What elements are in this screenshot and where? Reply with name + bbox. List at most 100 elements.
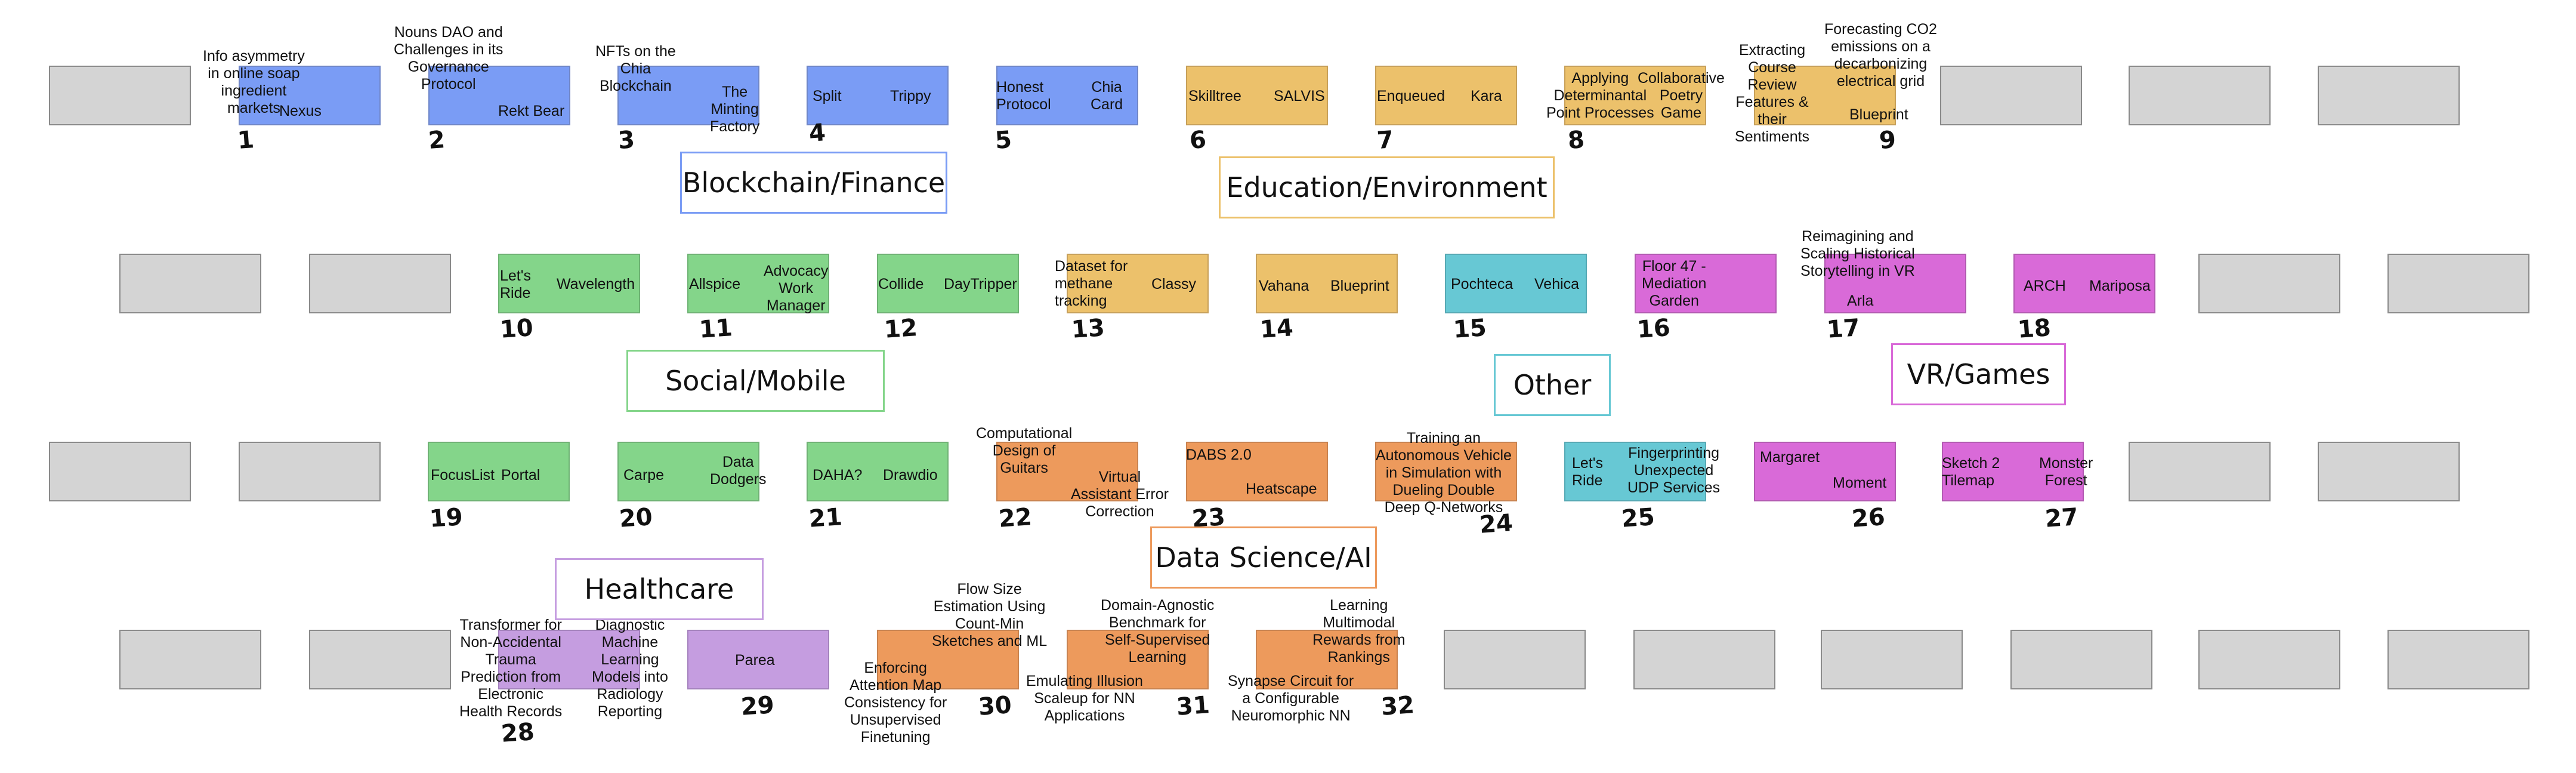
project-title: Transformer for Non-Accidental Trauma Pr… (459, 617, 563, 720)
project-card-6[interactable] (1186, 66, 1328, 125)
empty-slot (239, 442, 381, 501)
project-card-2[interactable] (428, 66, 570, 125)
project-title: Rekt Bear (498, 103, 565, 119)
project-title: Fingerprinting Unexpected UDP Services (1627, 445, 1721, 496)
project-card-32[interactable] (1256, 630, 1398, 689)
project-card-20[interactable] (617, 442, 759, 501)
project-title: Carpe (623, 467, 665, 483)
empty-slot (119, 630, 261, 689)
project-card-1[interactable] (239, 66, 381, 125)
category-label-other: Other (1494, 354, 1611, 416)
project-number: 11 (698, 314, 734, 344)
project-title: Training an Autonomous Vehicle in Simula… (1376, 430, 1512, 516)
project-title: Diagnostic Machine Learning Models into … (592, 617, 668, 720)
project-card-26[interactable] (1754, 442, 1896, 501)
project-title: Kara (1471, 88, 1502, 104)
project-card-17[interactable] (1824, 254, 1966, 313)
project-card-7[interactable] (1375, 66, 1517, 125)
project-number: 2 (427, 126, 446, 155)
project-card-10[interactable] (498, 254, 640, 313)
project-number: 32 (1380, 691, 1416, 721)
empty-slot (49, 442, 191, 501)
empty-slot (1940, 66, 2082, 125)
project-card-24[interactable] (1375, 442, 1517, 501)
project-title: Emulating Illusion Scaleup for NN Applic… (1026, 673, 1143, 724)
empty-slot (1444, 630, 1586, 689)
project-title: The Minting Factory (710, 84, 760, 135)
project-card-4[interactable] (807, 66, 949, 125)
project-number: 30 (977, 691, 1013, 721)
project-card-18[interactable] (2013, 254, 2155, 313)
project-title: Synapse Circuit for a Configurable Neuro… (1228, 673, 1354, 724)
project-title: ARCH (2024, 278, 2066, 294)
project-number: 14 (1259, 314, 1295, 344)
project-card-12[interactable] (877, 254, 1019, 313)
project-card-11[interactable] (687, 254, 829, 313)
project-card-29[interactable] (687, 630, 829, 689)
category-label-vr: VR/Games (1891, 343, 2066, 405)
project-number: 6 (1188, 126, 1207, 155)
project-card-3[interactable] (617, 66, 759, 125)
project-card-9[interactable] (1754, 66, 1896, 125)
project-title: Extracting Course Review Features & thei… (1735, 42, 1810, 145)
project-card-31[interactable] (1067, 630, 1209, 689)
project-number: 26 (1851, 503, 1886, 533)
project-title: Split (813, 88, 842, 104)
project-title: Let's Ride (1572, 455, 1604, 489)
project-title: Portal (501, 467, 540, 483)
project-card-28[interactable] (498, 630, 640, 689)
project-number: 13 (1070, 314, 1106, 344)
empty-slot (2198, 254, 2340, 313)
project-title: Mariposa (2089, 278, 2151, 294)
project-number: 12 (883, 314, 919, 344)
category-label-blockchain: Blockchain/Finance (680, 152, 947, 214)
project-card-15[interactable] (1445, 254, 1587, 313)
project-title: Pochteca (1451, 276, 1514, 292)
category-label-social: Social/Mobile (626, 350, 885, 412)
category-label-education: Education/Environment (1219, 156, 1555, 218)
project-title: Dataset for methane tracking (1055, 258, 1128, 309)
project-title: Computational Design of Guitars (976, 425, 1073, 476)
project-title: Info asymmetry in online soap ingredient… (203, 48, 305, 116)
project-title: NFTs on the Chia Blockchain (595, 43, 676, 94)
project-title: DAHA? (813, 467, 863, 483)
project-title: Virtual Assistant Error Correction (1071, 469, 1169, 520)
project-card-14[interactable] (1256, 254, 1398, 313)
project-number: 27 (2044, 503, 2080, 533)
project-title: Vehica (1534, 276, 1580, 292)
project-card-21[interactable] (807, 442, 949, 501)
project-card-30[interactable] (877, 630, 1019, 689)
project-title: Forecasting CO2 emissions on a decarboni… (1824, 21, 1937, 90)
project-title: Chia Card (1091, 79, 1123, 113)
project-number: 25 (1620, 503, 1656, 533)
project-card-22[interactable] (996, 442, 1138, 501)
project-card-5[interactable] (996, 66, 1138, 125)
project-number: 20 (618, 503, 654, 533)
project-title: Learning Multimodal Rewards from Ranking… (1312, 597, 1406, 666)
empty-slot (2129, 66, 2271, 125)
empty-slot (2129, 442, 2271, 501)
project-card-25[interactable] (1564, 442, 1706, 501)
project-title: Enforcing Attention Map Consistency for … (844, 660, 947, 746)
project-card-27[interactable] (1942, 442, 2084, 501)
project-card-8[interactable] (1564, 66, 1706, 125)
project-title: FocusList (431, 467, 495, 483)
project-number: 28 (500, 718, 536, 748)
project-title: Nexus (279, 103, 322, 119)
project-title: Margaret (1760, 449, 1820, 466)
project-card-23[interactable] (1186, 442, 1328, 501)
project-title: Heatscape (1246, 481, 1317, 497)
project-card-13[interactable] (1067, 254, 1209, 313)
project-card-16[interactable] (1635, 254, 1777, 313)
project-title: DayTripper (944, 276, 1017, 292)
project-title: Let's Ride (500, 267, 532, 301)
project-title: Arla (1847, 292, 1874, 309)
project-title: Enqueued (1377, 88, 1445, 104)
project-card-19[interactable] (428, 442, 570, 501)
project-title: Classy (1151, 276, 1197, 292)
project-number: 15 (1452, 314, 1488, 344)
empty-slot (1821, 630, 1963, 689)
empty-slot (2387, 630, 2529, 689)
project-title: Floor 47 - Mediation Garden (1642, 258, 1707, 309)
